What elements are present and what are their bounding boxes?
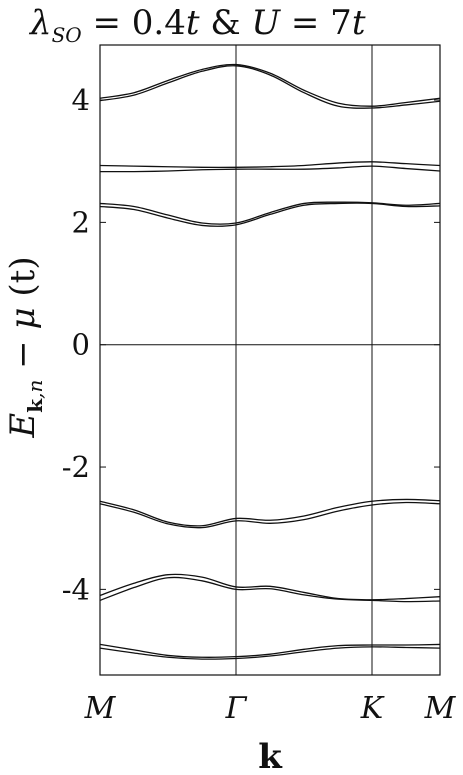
title-t2: t (352, 3, 366, 43)
ylabel-unit: (t) (3, 256, 43, 307)
band-line-10 (99, 576, 441, 603)
plot-area: 4 2 0 -2 -4 M Γ K M (62, 44, 457, 726)
ylabel-minus: − (3, 330, 43, 380)
band-line-7 (99, 498, 441, 527)
title-t1: t (186, 3, 200, 43)
band-line-9 (99, 573, 441, 601)
ylabel-sub-n: ,n (23, 380, 47, 399)
y-axis-label: Ek,n − μ (t) (3, 256, 47, 438)
band-line-4 (99, 165, 441, 173)
x-tick-label: M (84, 691, 117, 726)
y-tick-label: -4 (62, 572, 90, 606)
title-lambda: λ (28, 3, 52, 43)
title-amp: & (200, 3, 252, 43)
plot-frame (99, 44, 441, 676)
y-tick-label: 2 (72, 205, 90, 239)
y-tick-label: 4 (72, 83, 90, 117)
title-lambda-subscript: SO (52, 23, 82, 47)
x-tick-label: K (360, 691, 385, 726)
x-axis-label: k (258, 737, 283, 775)
band-line-11 (99, 643, 441, 658)
x-tick-label: Γ (225, 691, 248, 726)
chart-title: λSO = 0.4t & U = 7t (28, 3, 366, 47)
y-tick-label: 0 (72, 328, 90, 362)
band-line-12 (99, 646, 441, 660)
band-line-2 (99, 65, 441, 109)
title-eq2: = 7 (280, 3, 352, 43)
band-line-6 (99, 202, 441, 227)
band-line-3 (99, 161, 441, 169)
y-tick-label: -2 (62, 450, 90, 484)
ylabel-e: E (3, 413, 43, 439)
band-line-5 (99, 201, 441, 225)
title-u: U (251, 3, 281, 43)
x-tick-label: M (424, 691, 457, 726)
title-eq1: = 0.4 (82, 3, 186, 43)
band-line-8 (99, 501, 441, 529)
band-line-1 (99, 63, 441, 107)
ylabel-mu: μ (3, 307, 43, 329)
ylabel-sub-k: k (23, 398, 47, 413)
